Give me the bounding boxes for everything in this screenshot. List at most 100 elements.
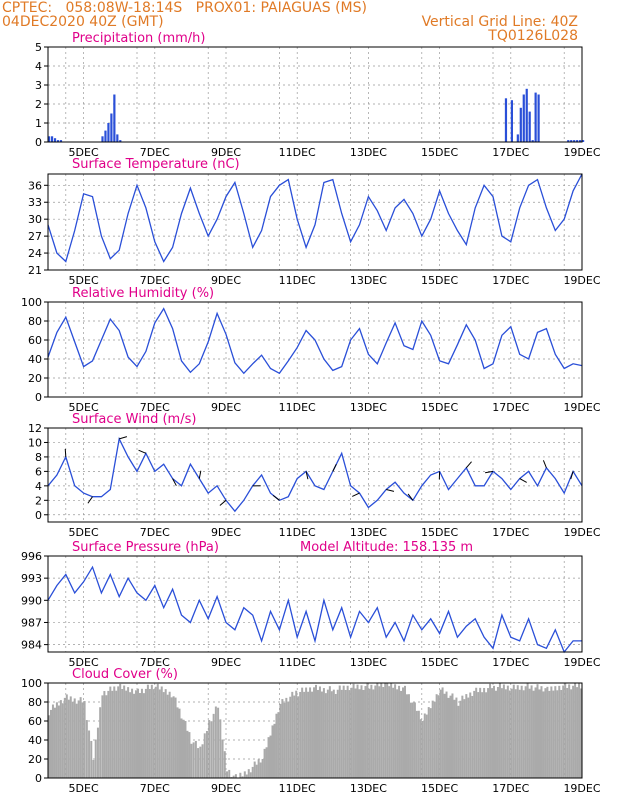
cloud-bar: [334, 693, 337, 778]
x-tick-label: 7DEC: [140, 146, 170, 159]
cloud-bar: [439, 689, 442, 778]
panel-annotation: Model Altitude: 158.135 m: [300, 540, 473, 555]
precip-bar: [110, 113, 113, 142]
cloud-bar: [326, 689, 329, 778]
x-tick-label: 9DEC: [211, 656, 241, 669]
cloud-bar: [514, 689, 517, 778]
panel-frame: [47, 46, 583, 143]
cloud-bar: [461, 695, 464, 778]
cloud-bar: [520, 685, 523, 778]
panel-title: Cloud Cover (%): [72, 667, 178, 682]
cloud-bar: [566, 687, 569, 778]
x-tick-label: 19DEC: [563, 146, 600, 159]
x-tick-label: 9DEC: [211, 146, 241, 159]
cloud-bar: [226, 771, 228, 778]
wind-vector: [332, 463, 337, 472]
precip-bar: [48, 136, 51, 142]
x-tick-label: 13DEC: [350, 526, 387, 539]
cloud-bar: [123, 685, 126, 778]
y-tick-label: 10: [28, 436, 42, 449]
cloud-bar: [522, 690, 525, 778]
cloud-bar: [101, 695, 104, 778]
x-tick-label: 9DEC: [211, 526, 241, 539]
cloud-bar: [210, 721, 213, 778]
cloud-bar: [263, 748, 266, 778]
y-tick-label: 0: [35, 772, 42, 785]
cloud-bar: [203, 733, 206, 778]
cloud-bar: [479, 687, 482, 778]
cloud-bar: [459, 700, 462, 778]
cloud-bar: [144, 688, 147, 778]
x-tick-label: 19DEC: [563, 401, 600, 414]
cloud-bar: [247, 769, 250, 778]
cloud-bar: [241, 776, 244, 778]
cloud-bar: [568, 684, 571, 778]
cloud-bar: [295, 690, 298, 778]
panel-title: Precipitation (mm/h): [72, 31, 205, 46]
cloud-bar: [494, 690, 497, 778]
cloud-bar: [63, 697, 66, 778]
precip-bar: [537, 94, 540, 142]
cloud-bar: [259, 762, 262, 778]
cloud-bar: [447, 697, 450, 778]
cloud-bar: [352, 683, 355, 778]
panel-frame: [47, 427, 583, 523]
cloud-bar: [504, 689, 507, 778]
precip-bar: [534, 92, 537, 142]
x-tick-label: 19DEC: [563, 656, 600, 669]
precip-bar: [516, 134, 519, 142]
cloud-bar: [550, 686, 553, 778]
cloud-bar: [55, 702, 58, 778]
x-tick-label: 17DEC: [492, 146, 529, 159]
x-tick-label: 17DEC: [492, 526, 529, 539]
precip-bar: [119, 140, 122, 142]
x-tick-label: 9DEC: [211, 274, 241, 287]
cloud-bar: [267, 737, 270, 778]
x-tick-label: 15DEC: [421, 274, 458, 287]
x-tick-label: 19DEC: [563, 526, 600, 539]
header-line1: CPTEC: 058:08W-18:14S PROX01: PAIAGUAS (…: [2, 0, 367, 16]
cloud-bar: [320, 691, 323, 778]
precip-bar: [50, 136, 54, 142]
cloud-bar: [528, 688, 531, 778]
x-tick-label: 7DEC: [140, 782, 170, 795]
cloud-bar: [279, 703, 282, 778]
cloud-bar: [560, 689, 563, 778]
cloud-bar: [221, 739, 224, 778]
cloud-bar: [309, 687, 312, 778]
cloud-bar: [348, 690, 351, 778]
precip-bar: [101, 136, 104, 142]
cloud-bar: [487, 688, 490, 778]
cloud-bar: [142, 693, 145, 778]
precip-bar: [107, 123, 110, 142]
panel-title: Surface Wind (m/s): [72, 412, 196, 427]
cloud-bar: [518, 689, 521, 778]
cloud-bar: [251, 766, 254, 778]
cloud-bar: [524, 686, 527, 778]
cloud-bar: [199, 746, 202, 778]
cloud-bar: [544, 688, 547, 778]
cloud-bar: [328, 686, 331, 778]
cloud-bar: [192, 742, 195, 778]
cloud-bar: [67, 699, 70, 778]
cloud-bar: [449, 695, 452, 778]
cloud-bar: [313, 687, 316, 778]
cloud-bar: [301, 687, 304, 778]
cloud-bar: [205, 730, 208, 778]
cloud-bar: [433, 701, 436, 778]
x-tick-label: 15DEC: [421, 401, 458, 414]
cloud-bar: [148, 689, 151, 778]
cloud-bar: [409, 702, 412, 778]
wind-vector: [519, 478, 527, 483]
cloud-bar: [176, 707, 179, 778]
wind-vector: [198, 470, 202, 479]
y-tick-label: 60: [28, 334, 42, 347]
y-tick-label: 0: [35, 136, 42, 149]
cloud-bar: [297, 696, 300, 778]
cloud-bar: [542, 691, 545, 778]
cloud-bar: [445, 691, 448, 778]
x-tick-label: 7DEC: [140, 656, 170, 669]
cloud-bar: [562, 685, 565, 778]
y-tick-label: 36: [28, 179, 42, 192]
cloud-bar: [117, 686, 120, 778]
